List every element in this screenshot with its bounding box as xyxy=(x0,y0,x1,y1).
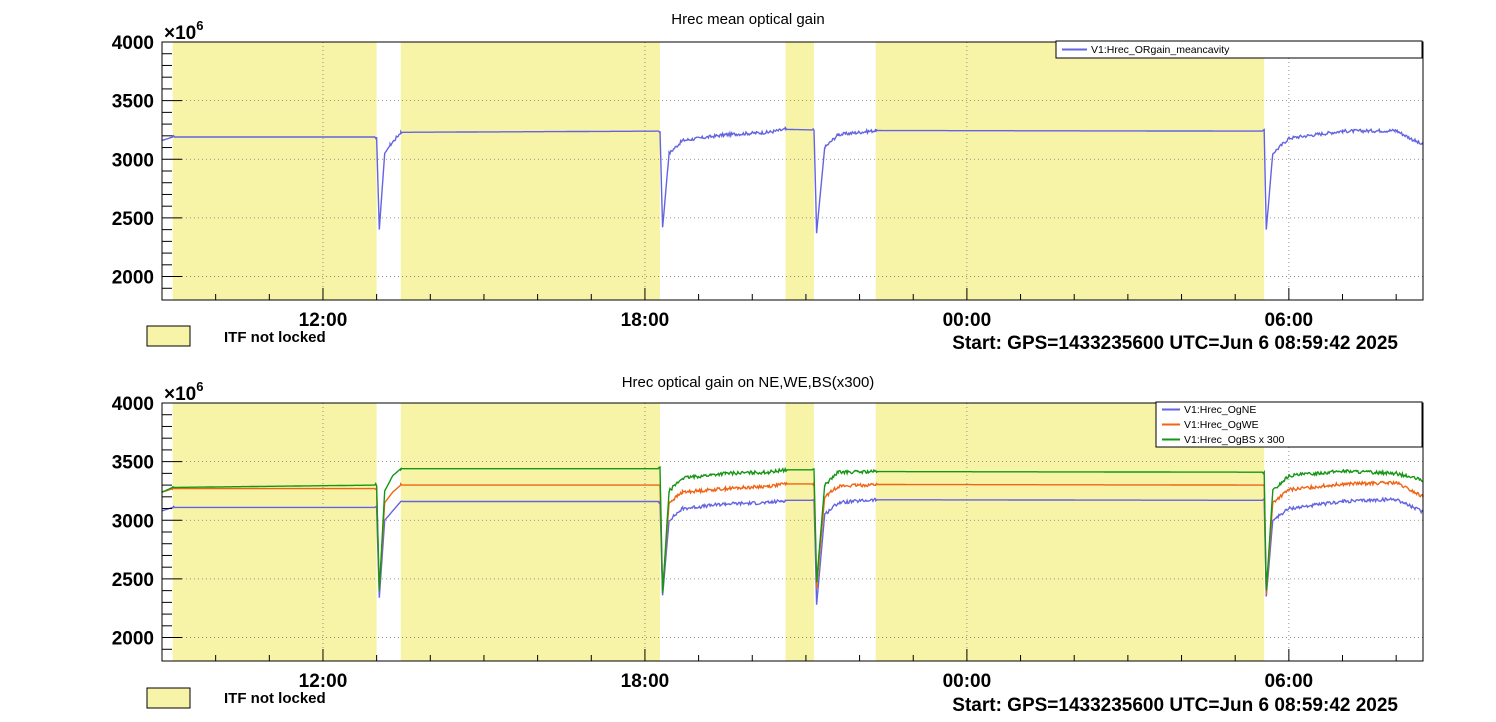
x-tick-labels: 12:00 18:00 00:00 06:00 xyxy=(299,671,1313,692)
series-lines xyxy=(161,466,1424,605)
legend-entry-bs: V1:Hrec_OgBS x 300 xyxy=(1184,434,1285,446)
y-tick-label-2: 3000 xyxy=(112,150,154,171)
y-tick-label-2: 3000 xyxy=(112,511,154,532)
y-tick-labels: 2000 2500 3000 3500 4000 xyxy=(112,33,154,289)
not-locked-swatch xyxy=(146,687,191,709)
y-tick-label-3: 3500 xyxy=(112,453,154,474)
x-tick-labels: 12:00 18:00 00:00 06:00 xyxy=(299,310,1313,331)
chart-title: Hrec mean optical gain xyxy=(671,11,824,28)
not-locked-label: ITF not locked xyxy=(224,690,326,707)
legend-entry-mean: V1:Hrec_ORgain_meancavity xyxy=(1091,44,1230,56)
y-tick-label-3: 3500 xyxy=(112,92,154,113)
not-locked-region-1 xyxy=(400,42,660,300)
series-line-bs xyxy=(161,466,1424,594)
not-locked-regions xyxy=(172,42,1265,300)
y-exponent-power: 6 xyxy=(196,18,203,33)
x-tick-label-0: 12:00 xyxy=(299,671,348,692)
not-locked-region-0 xyxy=(172,403,377,661)
x-tick-label-0: 12:00 xyxy=(299,310,348,331)
start-time-label: Start: GPS=1433235600 UTC=Jun 6 08:59:42… xyxy=(952,333,1398,354)
x-tick-label-2: 00:00 xyxy=(943,671,992,692)
x-tick-label-3: 06:00 xyxy=(1265,310,1314,331)
ticks xyxy=(162,402,1397,662)
chart-title: Hrec optical gain on NE,WE,BS(x300) xyxy=(622,374,875,391)
series-lines xyxy=(161,125,1424,234)
series-line-ne xyxy=(161,496,1424,605)
not-locked-region-2 xyxy=(785,403,814,661)
y-tick-label-4: 4000 xyxy=(112,394,154,415)
x-tick-label-1: 18:00 xyxy=(621,671,670,692)
series-line-mean xyxy=(161,125,1424,234)
y-exponent-base: ×10 xyxy=(164,23,196,44)
legend-box xyxy=(1055,40,1423,59)
y-exponent: ×106 xyxy=(164,18,203,44)
legend: V1:Hrec_OgNE V1:Hrec_OgWE V1:Hrec_OgBS x… xyxy=(1155,401,1423,448)
legend-box xyxy=(1155,401,1423,448)
ticks xyxy=(162,41,1397,301)
y-tick-label-4: 4000 xyxy=(112,33,154,54)
y-tick-label-0: 2000 xyxy=(112,268,154,289)
y-tick-label-1: 2500 xyxy=(112,570,154,591)
y-exponent-power: 6 xyxy=(196,379,203,394)
not-locked-label: ITF not locked xyxy=(224,329,326,346)
not-locked-regions xyxy=(172,403,1265,661)
legend: V1:Hrec_ORgain_meancavity xyxy=(1055,40,1423,59)
y-tick-label-1: 2500 xyxy=(112,209,154,230)
legend-entry-we: V1:Hrec_OgWE xyxy=(1184,419,1259,431)
y-tick-label-0: 2000 xyxy=(112,629,154,650)
y-tick-labels: 2000 2500 3000 3500 4000 xyxy=(112,394,154,650)
x-tick-label-1: 18:00 xyxy=(621,310,670,331)
not-locked-region-0 xyxy=(172,42,377,300)
chart-panel-mean: Hrec mean optical gain 2000 2500 3000 3500 4… xyxy=(112,11,1424,354)
not-locked-region-1 xyxy=(400,403,660,661)
not-locked-region-2 xyxy=(785,42,814,300)
series-line-we xyxy=(161,480,1424,595)
not-locked-region-3 xyxy=(875,42,1265,300)
not-locked-swatch xyxy=(146,325,191,347)
start-time-label: Start: GPS=1433235600 UTC=Jun 6 08:59:42… xyxy=(952,695,1398,716)
y-exponent-base: ×10 xyxy=(164,384,196,405)
chart-panel-arms: Hrec optical gain on NE,WE,BS(x300) 2000… xyxy=(112,374,1424,716)
x-tick-label-2: 00:00 xyxy=(943,310,992,331)
x-tick-label-3: 06:00 xyxy=(1265,671,1314,692)
grid xyxy=(162,42,1423,300)
legend-entry-ne: V1:Hrec_OgNE xyxy=(1184,404,1256,416)
y-exponent: ×106 xyxy=(164,379,203,405)
grid xyxy=(162,403,1423,661)
